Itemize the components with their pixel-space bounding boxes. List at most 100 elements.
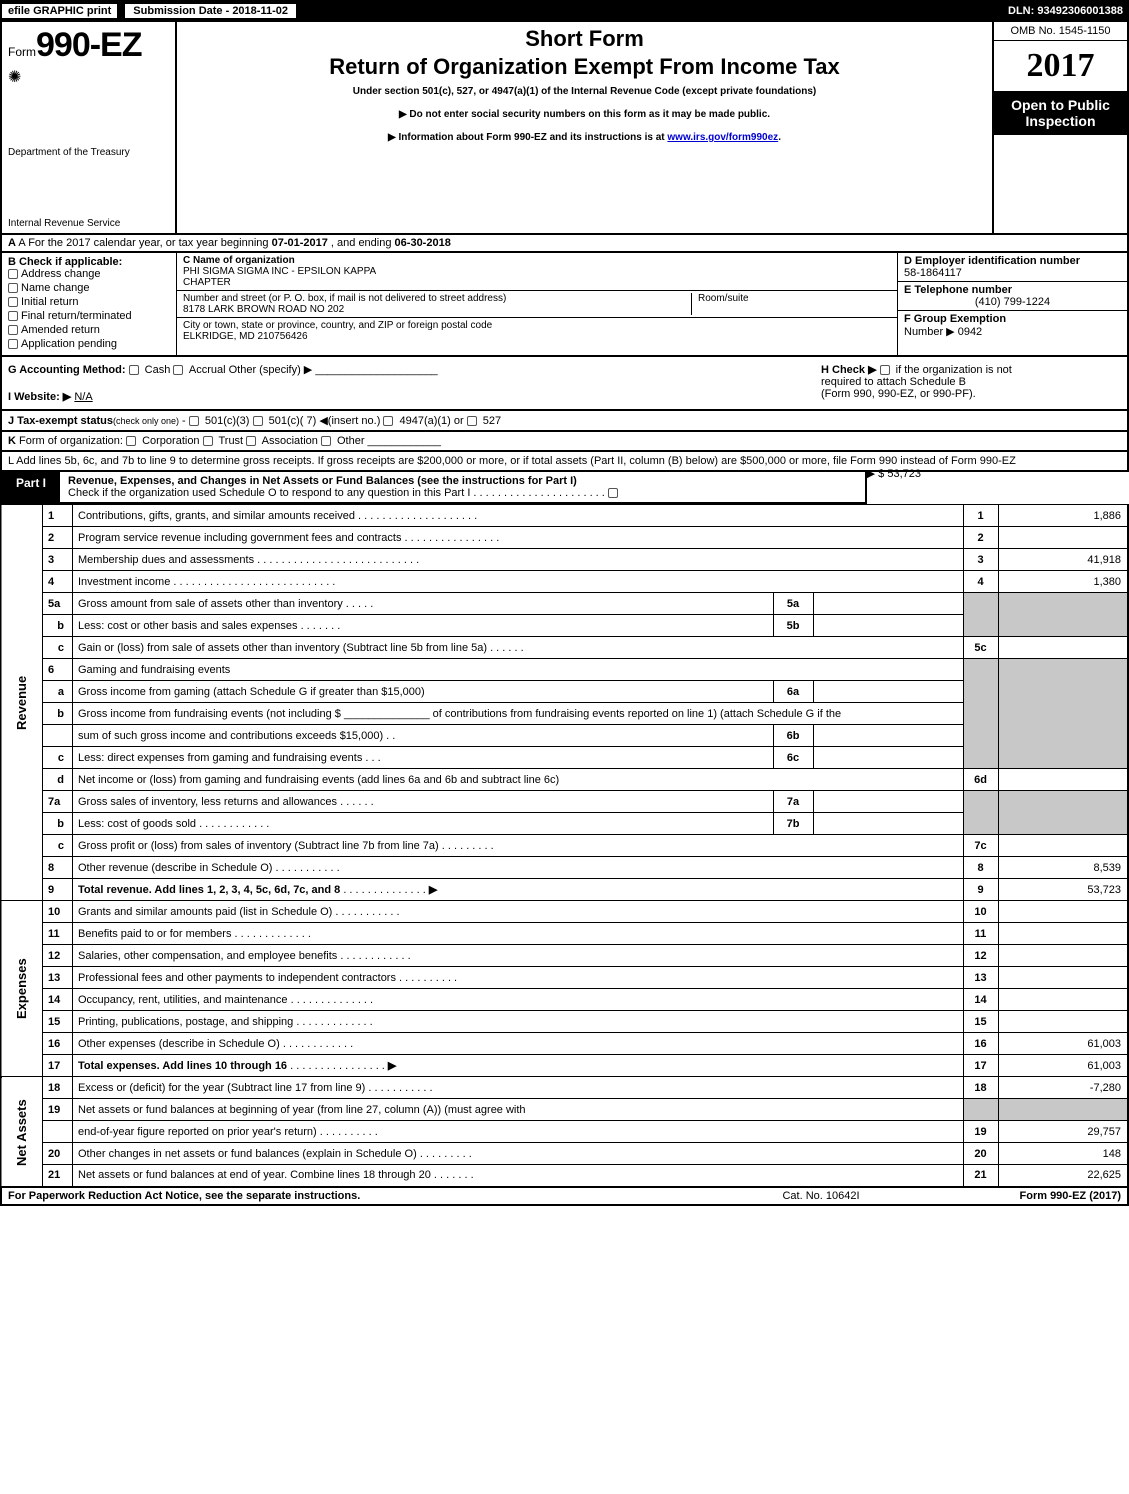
check-trust[interactable] bbox=[203, 436, 213, 446]
line-a-label: A bbox=[8, 237, 16, 249]
row-desc: Other revenue (describe in Schedule O) bbox=[78, 862, 272, 874]
header-title-block: Short Form Return of Organization Exempt… bbox=[177, 22, 992, 233]
amount bbox=[998, 637, 1128, 659]
check-name-change[interactable]: Name change bbox=[8, 282, 170, 294]
row-desc: Other changes in net assets or fund bala… bbox=[78, 1148, 417, 1160]
check-amended-return[interactable]: Amended return bbox=[8, 324, 170, 336]
irs-link[interactable]: www.irs.gov/form990ez bbox=[667, 132, 778, 143]
row-desc: Program service revenue including govern… bbox=[78, 532, 401, 544]
line-l-text: L Add lines 5b, 6c, and 7b to line 9 to … bbox=[8, 455, 1016, 467]
amount bbox=[998, 835, 1128, 857]
check-other-org[interactable] bbox=[321, 436, 331, 446]
check-4947[interactable] bbox=[383, 416, 393, 426]
check-schedule-b[interactable] bbox=[880, 365, 890, 375]
mini-value bbox=[813, 791, 963, 813]
row-desc: Total expenses. Add lines 10 through 16 bbox=[78, 1060, 287, 1072]
part-1-title-block: Revenue, Expenses, and Changes in Net As… bbox=[60, 472, 865, 502]
open-line2: Inspection bbox=[997, 113, 1124, 129]
ein-value: 58-1864117 bbox=[904, 267, 962, 279]
row-desc: Grants and similar amounts paid (list in… bbox=[78, 906, 332, 918]
row-desc: Gross sales of inventory, less returns a… bbox=[78, 796, 337, 808]
h-text4: (Form 990, 990-EZ, or 990-PF). bbox=[821, 388, 976, 400]
amount: 29,757 bbox=[998, 1121, 1128, 1143]
check-address-change[interactable]: Address change bbox=[8, 268, 170, 280]
check-501c[interactable] bbox=[253, 416, 263, 426]
row-desc: Gross income from fundraising events (no… bbox=[78, 708, 841, 720]
line-label: 14 bbox=[963, 989, 998, 1011]
org-name-label: C Name of organization bbox=[183, 255, 891, 266]
ein-label: D Employer identification number bbox=[904, 255, 1080, 267]
netassets-side-label: Net Assets bbox=[1, 1077, 43, 1187]
row-desc: Occupancy, rent, utilities, and maintena… bbox=[78, 994, 288, 1006]
revenue-side-label: Revenue bbox=[1, 505, 43, 901]
check-initial-return[interactable]: Initial return bbox=[8, 296, 170, 308]
check-final-return[interactable]: Final return/terminated bbox=[8, 310, 170, 322]
amount: 61,003 bbox=[998, 1055, 1128, 1077]
check-accrual[interactable] bbox=[173, 365, 183, 375]
line-label: 7c bbox=[963, 835, 998, 857]
check-app-pending[interactable]: Application pending bbox=[8, 338, 170, 350]
city-label: City or town, state or province, country… bbox=[183, 320, 891, 331]
addr-value: 8178 LARK BROWN ROAD NO 202 bbox=[183, 304, 344, 315]
row-num: 12 bbox=[43, 945, 73, 967]
row-desc: Less: direct expenses from gaming and fu… bbox=[78, 752, 362, 764]
line-label: 11 bbox=[963, 923, 998, 945]
line-a-pre: A For the 2017 calendar year, or tax yea… bbox=[18, 237, 271, 249]
line-label: 1 bbox=[963, 505, 998, 527]
row-num: 11 bbox=[43, 923, 73, 945]
org-name-2: CHAPTER bbox=[183, 277, 891, 288]
header-left: Form 990-EZ ✺ Department of the Treasury… bbox=[2, 22, 177, 233]
check-assoc[interactable] bbox=[246, 436, 256, 446]
check-501c3[interactable] bbox=[189, 416, 199, 426]
website-value: N/A bbox=[74, 391, 92, 403]
row-num: 4 bbox=[43, 571, 73, 593]
amount bbox=[998, 945, 1128, 967]
paperwork-notice: For Paperwork Reduction Act Notice, see … bbox=[8, 1190, 721, 1202]
row-num: c bbox=[43, 747, 73, 769]
line-label: 17 bbox=[963, 1055, 998, 1077]
row-num: 14 bbox=[43, 989, 73, 1011]
line-k: K Form of organization: Corporation Trus… bbox=[0, 432, 1129, 452]
row-num bbox=[43, 1121, 73, 1143]
group-exemption-value: 0942 bbox=[958, 326, 982, 338]
info-post: . bbox=[778, 132, 781, 143]
check-label: Initial return bbox=[21, 296, 78, 308]
line-label: 13 bbox=[963, 967, 998, 989]
check-527[interactable] bbox=[467, 416, 477, 426]
cat-number: Cat. No. 10642I bbox=[721, 1190, 921, 1202]
row-num: 21 bbox=[43, 1165, 73, 1187]
check-corp[interactable] bbox=[126, 436, 136, 446]
irs-label: Internal Revenue Service bbox=[8, 218, 169, 229]
org-name-1: PHI SIGMA SIGMA INC - EPSILON KAPPA bbox=[183, 266, 891, 277]
line-label: 4 bbox=[963, 571, 998, 593]
row-desc: Excess or (deficit) for the year (Subtra… bbox=[78, 1082, 365, 1094]
row-num: 13 bbox=[43, 967, 73, 989]
room-label: Room/suite bbox=[691, 293, 891, 315]
amount: 41,918 bbox=[998, 549, 1128, 571]
other-label: Other (specify) ▶ bbox=[229, 364, 313, 376]
ssn-warning: ▶ Do not enter social security numbers o… bbox=[187, 109, 982, 120]
efile-button[interactable]: efile GRAPHIC print bbox=[0, 2, 119, 20]
form-number: 990-EZ bbox=[36, 26, 142, 65]
line-label: 18 bbox=[963, 1077, 998, 1099]
tax-year-begin: 07-01-2017 bbox=[272, 237, 328, 249]
line-l-amount: ▶ $ 53,723 bbox=[867, 467, 921, 480]
check-cash[interactable] bbox=[129, 365, 139, 375]
row-num: b bbox=[43, 615, 73, 637]
row-desc: Less: cost or other basis and sales expe… bbox=[78, 620, 298, 632]
line-label: 12 bbox=[963, 945, 998, 967]
row-num: 18 bbox=[43, 1077, 73, 1099]
line-label: 21 bbox=[963, 1165, 998, 1187]
row-num: 3 bbox=[43, 549, 73, 571]
subtitle: Under section 501(c), 527, or 4947(a)(1)… bbox=[187, 86, 982, 97]
part-1-title: Revenue, Expenses, and Changes in Net As… bbox=[68, 475, 577, 487]
row-desc: Investment income bbox=[78, 576, 170, 588]
check-label: Address change bbox=[21, 268, 101, 280]
form-header: Form 990-EZ ✺ Department of the Treasury… bbox=[0, 22, 1129, 235]
mini-label: 5a bbox=[773, 593, 813, 615]
amount bbox=[998, 1011, 1128, 1033]
form-ref: Form 990-EZ (2017) bbox=[921, 1190, 1121, 1202]
line-label: 9 bbox=[963, 879, 998, 901]
line-label: 10 bbox=[963, 901, 998, 923]
check-schedule-o[interactable] bbox=[608, 488, 618, 498]
